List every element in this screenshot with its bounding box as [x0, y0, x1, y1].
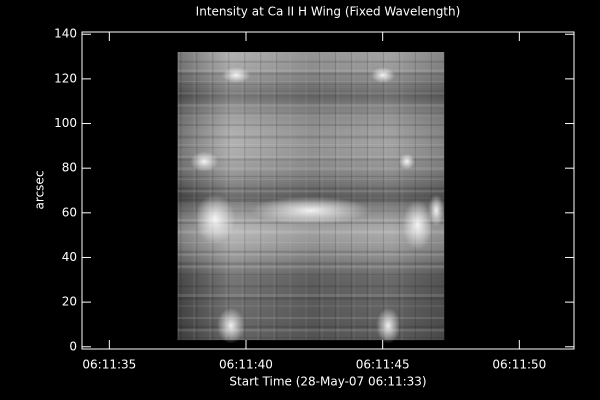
image-streak — [289, 52, 291, 341]
image-streak — [177, 124, 445, 127]
image-streak — [177, 167, 445, 171]
image-streak — [177, 52, 445, 54]
image-streak — [177, 112, 445, 114]
y-tick-label: 100 — [54, 116, 77, 130]
image-streak — [196, 52, 198, 341]
image-streak — [353, 52, 355, 341]
image-streak — [177, 262, 445, 266]
image-streak — [177, 158, 445, 161]
image-streak — [177, 175, 445, 177]
image-streak — [177, 69, 445, 73]
image-streak — [177, 80, 445, 82]
y-tick-label: 0 — [69, 339, 77, 353]
image-streak — [177, 72, 445, 76]
image-streak — [241, 52, 243, 341]
image-streak — [177, 293, 445, 297]
image-bright — [222, 67, 251, 84]
image-streak — [228, 52, 230, 341]
image-streak — [276, 52, 278, 341]
image-streak — [273, 52, 275, 341]
image-streak — [177, 178, 445, 180]
image-streak — [177, 155, 445, 158]
image-streak — [177, 242, 445, 244]
y-tick-label: 80 — [62, 161, 77, 175]
image-streak — [382, 52, 384, 341]
image-streak — [177, 135, 445, 139]
image-streak — [177, 325, 445, 329]
image-streak — [366, 52, 368, 341]
image-streak — [177, 92, 445, 95]
image-streak — [177, 190, 445, 193]
image-streak — [177, 52, 179, 341]
image-streak — [177, 147, 445, 149]
image-streak — [177, 265, 445, 269]
x-axis-label: Start Time (28-May-07 06:11:33) — [229, 375, 426, 389]
y-axis-label: arcsec — [33, 171, 47, 210]
image-bright — [216, 307, 245, 344]
x-tick-label: 06:11:40 — [219, 358, 273, 372]
image-streak — [193, 52, 195, 341]
image-streak — [177, 60, 445, 63]
image-bright — [376, 307, 401, 344]
image-streak — [321, 52, 323, 341]
image-layer — [177, 52, 445, 344]
image-bright — [250, 196, 371, 225]
image-bright — [370, 67, 395, 84]
image-streak — [414, 52, 416, 341]
y-tick-label: 20 — [62, 295, 77, 309]
image-streak — [180, 52, 182, 341]
x-tick-label: 06:11:50 — [492, 358, 546, 372]
image-streak — [177, 305, 445, 307]
image-streak — [177, 337, 445, 339]
image-streak — [260, 52, 262, 341]
image-bright — [190, 151, 219, 172]
y-tick-label: 120 — [54, 71, 77, 85]
image-streak — [385, 52, 387, 341]
image-streak — [177, 103, 445, 107]
image-streak — [398, 52, 400, 341]
y-tick-label: 60 — [62, 205, 77, 219]
image-streak — [244, 52, 246, 341]
image-streak — [177, 328, 445, 332]
image-streak — [318, 52, 320, 341]
image-streak — [177, 187, 445, 190]
image-streak — [225, 52, 227, 341]
y-tick-label: 40 — [62, 250, 77, 264]
plot-frame — [81, 31, 575, 350]
image-streak — [177, 230, 445, 234]
image-streak — [177, 317, 445, 320]
y-tick-label: 140 — [54, 27, 77, 41]
image-streak — [401, 52, 403, 341]
image-streak — [177, 144, 445, 146]
image-streak — [334, 52, 336, 341]
image-bright — [194, 194, 235, 245]
image-bright — [428, 194, 445, 227]
image-streak — [177, 83, 445, 85]
image-bright — [398, 153, 415, 170]
x-tick-label: 06:11:35 — [82, 358, 136, 372]
image-streak — [177, 250, 445, 253]
image-streak — [337, 52, 339, 341]
image-streak — [257, 52, 259, 341]
image-streak — [430, 52, 432, 341]
image-streak — [177, 285, 445, 288]
chart-title: Intensity at Ca II H Wing (Fixed Wavelen… — [196, 5, 461, 19]
image-streak — [177, 115, 445, 117]
image-streak — [177, 273, 445, 275]
image-streak — [369, 52, 371, 341]
image-streak — [305, 52, 307, 341]
image-streak — [177, 253, 445, 256]
x-tick-label: 06:11:45 — [356, 358, 410, 372]
image-bright — [402, 199, 433, 250]
image-streak — [177, 296, 445, 300]
image-streak — [350, 52, 352, 341]
